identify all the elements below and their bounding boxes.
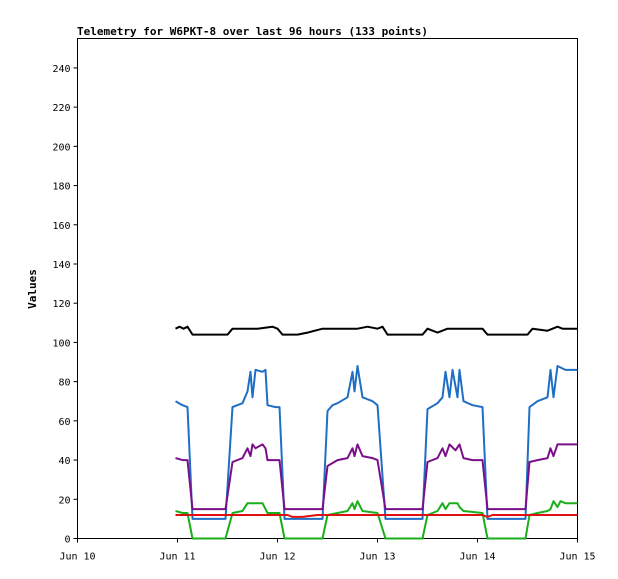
x-ticks: Jun 10 Jun 11 Jun 12 Jun 13 Jun 14 Jun 15 xyxy=(59,538,596,563)
chart-title: Telemetry for W6PKT-8 over last 96 hours… xyxy=(77,25,428,38)
y-tick-label: 240 xyxy=(52,64,70,75)
x-tick-label: Jun 15 xyxy=(559,552,595,563)
y-tick-label: 180 xyxy=(52,182,70,193)
y-ticks: 0 20 40 60 80 100 120 140 160 180 200 220 240 xyxy=(52,64,78,546)
y-tick-label: 0 xyxy=(64,535,70,546)
data-series xyxy=(175,325,578,540)
y-tick-label: 120 xyxy=(52,299,70,310)
x-tick-label: Jun 14 xyxy=(459,552,495,563)
y-tick-label: 60 xyxy=(58,417,70,428)
y-tick-label: 100 xyxy=(52,338,70,349)
y-axis-label: Values xyxy=(26,269,39,309)
plot-frame xyxy=(77,38,578,539)
x-tick-label: Jun 10 xyxy=(59,552,95,563)
y-tick-label: 200 xyxy=(52,142,70,153)
x-tick-label: Jun 12 xyxy=(259,552,295,563)
series-line-0 xyxy=(175,325,578,336)
series-line-2 xyxy=(175,443,578,511)
series-line-1 xyxy=(175,365,578,520)
y-tick-label: 140 xyxy=(52,260,70,271)
y-tick-label: 220 xyxy=(52,103,70,114)
y-tick-label: 80 xyxy=(58,378,70,389)
y-tick-label: 160 xyxy=(52,221,70,232)
x-tick-label: Jun 13 xyxy=(359,552,395,563)
y-tick-label: 40 xyxy=(58,456,70,467)
x-tick-label: Jun 11 xyxy=(159,552,195,563)
series-line-4 xyxy=(175,514,578,518)
y-tick-label: 20 xyxy=(58,495,70,506)
